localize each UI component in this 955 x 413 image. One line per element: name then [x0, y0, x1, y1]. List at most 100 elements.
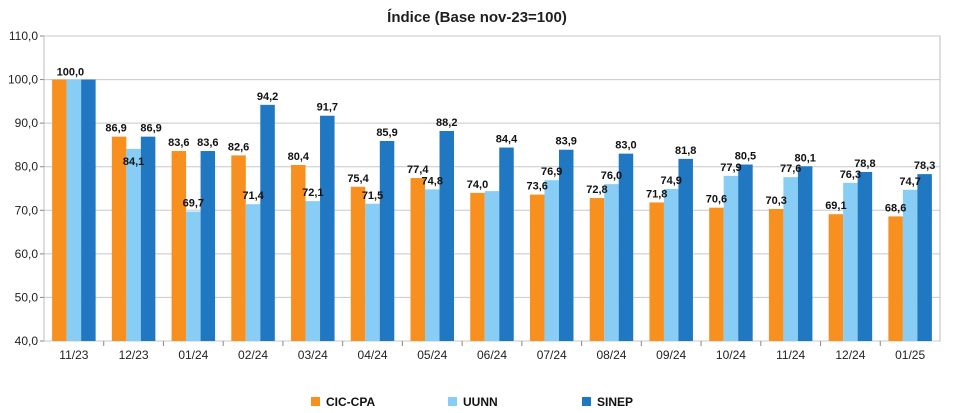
data-label: 72,1	[302, 187, 323, 199]
data-label: 74,9	[660, 175, 681, 187]
x-tick-label: 11/23	[59, 348, 88, 362]
bar-sinep	[200, 151, 216, 341]
bar-sinep	[738, 164, 753, 341]
y-tick-label: 80,0	[15, 160, 39, 174]
legend-label: UUNN	[463, 395, 498, 409]
y-tick-label: 90,0	[15, 116, 39, 130]
data-label: 83,6	[168, 137, 189, 149]
data-label: 69,1	[825, 200, 846, 212]
data-label: 76,0	[601, 170, 622, 182]
data-label: 80,1	[794, 152, 815, 164]
data-label: 71,5	[362, 190, 383, 202]
data-label: 83,0	[615, 140, 636, 152]
data-label: 70,3	[765, 195, 786, 207]
data-label: 81,8	[675, 145, 696, 157]
legend-swatch	[448, 397, 457, 406]
y-tick-label: 40,0	[15, 334, 39, 348]
data-label: 71,4	[242, 190, 264, 202]
bar-cic-cpa	[589, 198, 605, 341]
data-label: 100,0	[57, 67, 85, 79]
data-label: 78,3	[914, 160, 935, 172]
data-label: 91,7	[317, 102, 338, 114]
data-label: 76,9	[541, 166, 562, 178]
y-tick-label: 50,0	[15, 290, 39, 304]
data-label: 86,9	[105, 123, 126, 135]
x-tick-label: 04/24	[358, 348, 388, 362]
data-label: 77,4	[407, 164, 429, 176]
data-label: 83,9	[556, 136, 577, 148]
x-tick-label: 03/24	[298, 348, 328, 362]
bar-cic-cpa	[52, 79, 67, 342]
bar-uunn	[604, 184, 619, 341]
bar-sinep	[678, 158, 693, 341]
bar-sinep	[917, 174, 932, 341]
data-label: 77,9	[720, 162, 741, 174]
bar-cic-cpa	[171, 151, 187, 341]
bar-cic-cpa	[649, 202, 664, 341]
bar-sinep	[618, 153, 634, 341]
x-tick-label: 12/23	[119, 348, 149, 362]
y-axis: 40,0 50,0 60,0 70,0 80,0 90,0 100,0 110,0	[8, 29, 44, 348]
x-tick-label: 01/25	[895, 348, 925, 362]
bar-sinep	[439, 130, 455, 341]
data-label: 83,6	[197, 137, 218, 149]
bar-sinep	[797, 166, 813, 341]
data-label: 77,6	[780, 163, 801, 175]
bar-uunn	[902, 189, 918, 341]
data-label: 74,7	[899, 176, 920, 188]
bar-cic-cpa	[410, 178, 426, 341]
bar-cic-cpa	[111, 136, 127, 341]
legend-label: CIC-CPA	[326, 395, 375, 409]
bar-cic-cpa	[470, 192, 485, 341]
bar-cic-cpa	[709, 207, 724, 341]
bars	[52, 79, 932, 342]
bar-uunn	[783, 177, 798, 341]
y-tick-label: 60,0	[15, 247, 39, 261]
data-label: 75,4	[347, 173, 369, 185]
data-label: 68,6	[885, 202, 906, 214]
legend-label: SINEP	[597, 395, 633, 409]
bar-uunn	[126, 148, 141, 341]
data-label: 80,4	[288, 151, 310, 163]
y-tick-label: 70,0	[15, 203, 39, 217]
x-tick-label: 01/24	[178, 348, 208, 362]
x-tick-label: 09/24	[656, 348, 686, 362]
chart-title: Índice (Base nov-23=100)	[387, 9, 567, 26]
legend-swatch	[311, 397, 320, 406]
bar-uunn	[66, 79, 82, 342]
data-label: 80,5	[735, 151, 756, 163]
data-label: 73,6	[527, 181, 548, 193]
x-tick-label: 05/24	[417, 348, 447, 362]
data-label: 69,7	[183, 198, 204, 210]
bar-uunn	[186, 211, 201, 341]
data-label: 74,0	[467, 179, 488, 191]
y-tick-label: 110,0	[9, 29, 38, 43]
bar-cic-cpa	[768, 208, 784, 341]
data-label: 74,8	[422, 175, 443, 187]
data-label: 78,8	[854, 158, 875, 170]
bar-sinep	[81, 79, 96, 342]
bar-uunn	[484, 191, 500, 341]
bar-sinep	[260, 104, 275, 341]
bar-sinep	[857, 171, 873, 341]
data-label: 86,9	[140, 123, 161, 135]
data-label: 85,9	[376, 127, 397, 139]
bar-cic-cpa	[888, 216, 903, 341]
bar-uunn	[843, 182, 858, 341]
x-axis: 11/23 12/23 01/24 02/24 03/24 04/24 05/24 06/24…	[59, 341, 925, 362]
data-label: 71,8	[646, 188, 667, 200]
x-tick-label: 08/24	[596, 348, 626, 362]
bar-cic-cpa	[529, 194, 545, 341]
x-tick-label: 06/24	[477, 348, 507, 362]
data-label: 82,6	[228, 141, 249, 153]
bar-uunn	[365, 203, 380, 341]
bar-uunn	[544, 180, 559, 341]
bar-sinep	[499, 147, 514, 341]
x-tick-label: 12/24	[835, 348, 865, 362]
data-label: 88,2	[436, 117, 457, 129]
bar-uunn	[425, 189, 440, 341]
x-tick-label: 02/24	[238, 348, 268, 362]
data-label: 84,1	[123, 156, 144, 168]
bar-sinep	[379, 141, 395, 341]
